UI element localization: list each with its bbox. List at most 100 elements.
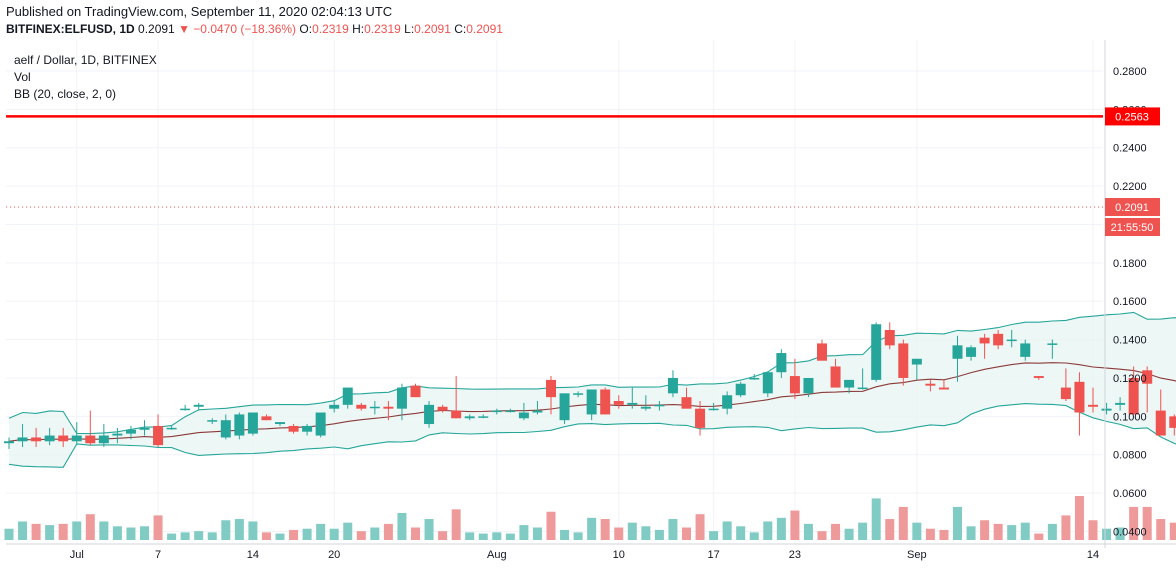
candle-body <box>207 420 218 422</box>
candle-body <box>911 358 922 365</box>
volume-bar <box>234 519 244 540</box>
candle-body <box>464 416 475 419</box>
candle-body <box>789 376 800 394</box>
candle-body <box>234 414 245 436</box>
volume-bar <box>939 529 949 540</box>
candle-body <box>654 404 665 407</box>
x-tick-label: Sep <box>907 549 927 561</box>
candle-body <box>396 387 407 409</box>
volume-bar <box>1169 522 1176 540</box>
candle-body <box>559 393 570 421</box>
volume-bar <box>614 527 624 540</box>
high-label: H: <box>352 22 365 36</box>
volume-bar <box>763 521 773 540</box>
x-tick-label: 20 <box>328 549 340 561</box>
candle-body <box>857 387 868 390</box>
candle-body <box>966 347 977 357</box>
candle-body <box>58 435 69 442</box>
candle-body <box>329 404 340 409</box>
candle-body <box>573 393 584 395</box>
bar-countdown-label-box <box>1105 217 1160 236</box>
symbol-label[interactable]: BITFINEX:ELFUSD, 1D <box>6 22 135 36</box>
volume-bar <box>1156 519 1166 540</box>
candle-body <box>749 377 760 380</box>
volume-bar <box>749 532 759 540</box>
volume-bar <box>18 521 28 540</box>
candle-body <box>288 425 299 432</box>
volume-bar <box>316 523 326 540</box>
hline-price-label: 0.2563 <box>1115 111 1149 123</box>
volume-bar <box>383 523 393 540</box>
candle-body <box>98 435 109 444</box>
candle-body <box>546 379 556 398</box>
last-price-label-box <box>1105 197 1160 216</box>
volume-bar <box>1102 528 1112 540</box>
volume-bar <box>302 528 312 540</box>
volume-bar <box>112 526 122 540</box>
volume-bar <box>261 532 271 540</box>
candle-body <box>708 408 719 411</box>
candle-body <box>1074 381 1085 413</box>
bollinger-bands <box>8 311 1176 468</box>
volume-bar <box>560 529 570 540</box>
candle-body <box>776 353 787 373</box>
price-axis[interactable]: 0.28000.26000.24000.22000.20000.18000.16… <box>1104 40 1160 548</box>
volume-bar <box>898 506 908 540</box>
volume-bar <box>641 526 651 540</box>
x-tick-label: 17 <box>707 549 719 561</box>
candle-body <box>1060 387 1071 400</box>
volume-bar <box>817 531 827 540</box>
candle-body <box>762 372 773 394</box>
candle-body <box>518 412 529 419</box>
bollinger-indicator-label[interactable]: BB (20, close, 2, 0) <box>14 87 117 101</box>
candle-body <box>1142 370 1153 384</box>
volume-bar <box>492 532 502 540</box>
x-tick-label: 14 <box>1087 549 1099 561</box>
candle-body <box>1169 416 1176 428</box>
volume-bar <box>99 521 109 540</box>
candle-body <box>85 435 96 444</box>
volume-bar <box>167 533 177 540</box>
volume-indicator-label[interactable]: Vol <box>14 70 31 84</box>
volume-bar <box>140 526 149 540</box>
volume-bar <box>587 517 597 540</box>
y-tick-label: 0.1800 <box>1113 258 1147 270</box>
volume-bar <box>966 526 976 540</box>
y-tick-label: 0.1000 <box>1113 411 1147 423</box>
volume-bar <box>248 521 258 540</box>
volume-bar <box>803 523 813 540</box>
volume-bar <box>1129 506 1139 540</box>
candle-body <box>342 387 353 405</box>
candle-body <box>1155 410 1166 436</box>
volume-bar <box>573 532 583 540</box>
symbol-ohlc-bar: BITFINEX:ELFUSD, 1D 0.2091 ▼ −0.0470 (−1… <box>6 22 503 36</box>
volume-bar <box>424 519 434 540</box>
volume-bar <box>722 521 732 540</box>
volume-bar <box>31 523 41 540</box>
volume-bar <box>505 533 515 540</box>
chart-title[interactable]: aelf / Dollar, 1D, BITFINEX <box>14 53 157 67</box>
low-value: 0.2091 <box>414 22 451 36</box>
candle-body <box>844 379 855 388</box>
candle-body <box>1128 377 1139 415</box>
time-axis[interactable]: Jul71420Aug101723Sep1421 <box>6 543 1176 561</box>
volume-bars <box>4 496 1176 540</box>
candle-body <box>1033 376 1044 378</box>
candle-body <box>1047 343 1058 345</box>
volume-bar <box>180 532 190 540</box>
candle-body <box>424 404 435 425</box>
candle-body <box>193 404 204 407</box>
volume-bar <box>871 498 881 540</box>
candle-body <box>803 377 814 394</box>
volume-bar <box>682 527 691 540</box>
volume-bar <box>546 511 556 540</box>
candle-body <box>1101 408 1112 411</box>
candle-body <box>261 416 272 421</box>
y-tick-label: 0.2200 <box>1113 181 1147 193</box>
candle-body <box>437 406 448 411</box>
candle-body <box>491 410 502 413</box>
volume-bar <box>925 528 935 540</box>
candle-body <box>139 427 150 430</box>
candle-body <box>817 343 827 361</box>
